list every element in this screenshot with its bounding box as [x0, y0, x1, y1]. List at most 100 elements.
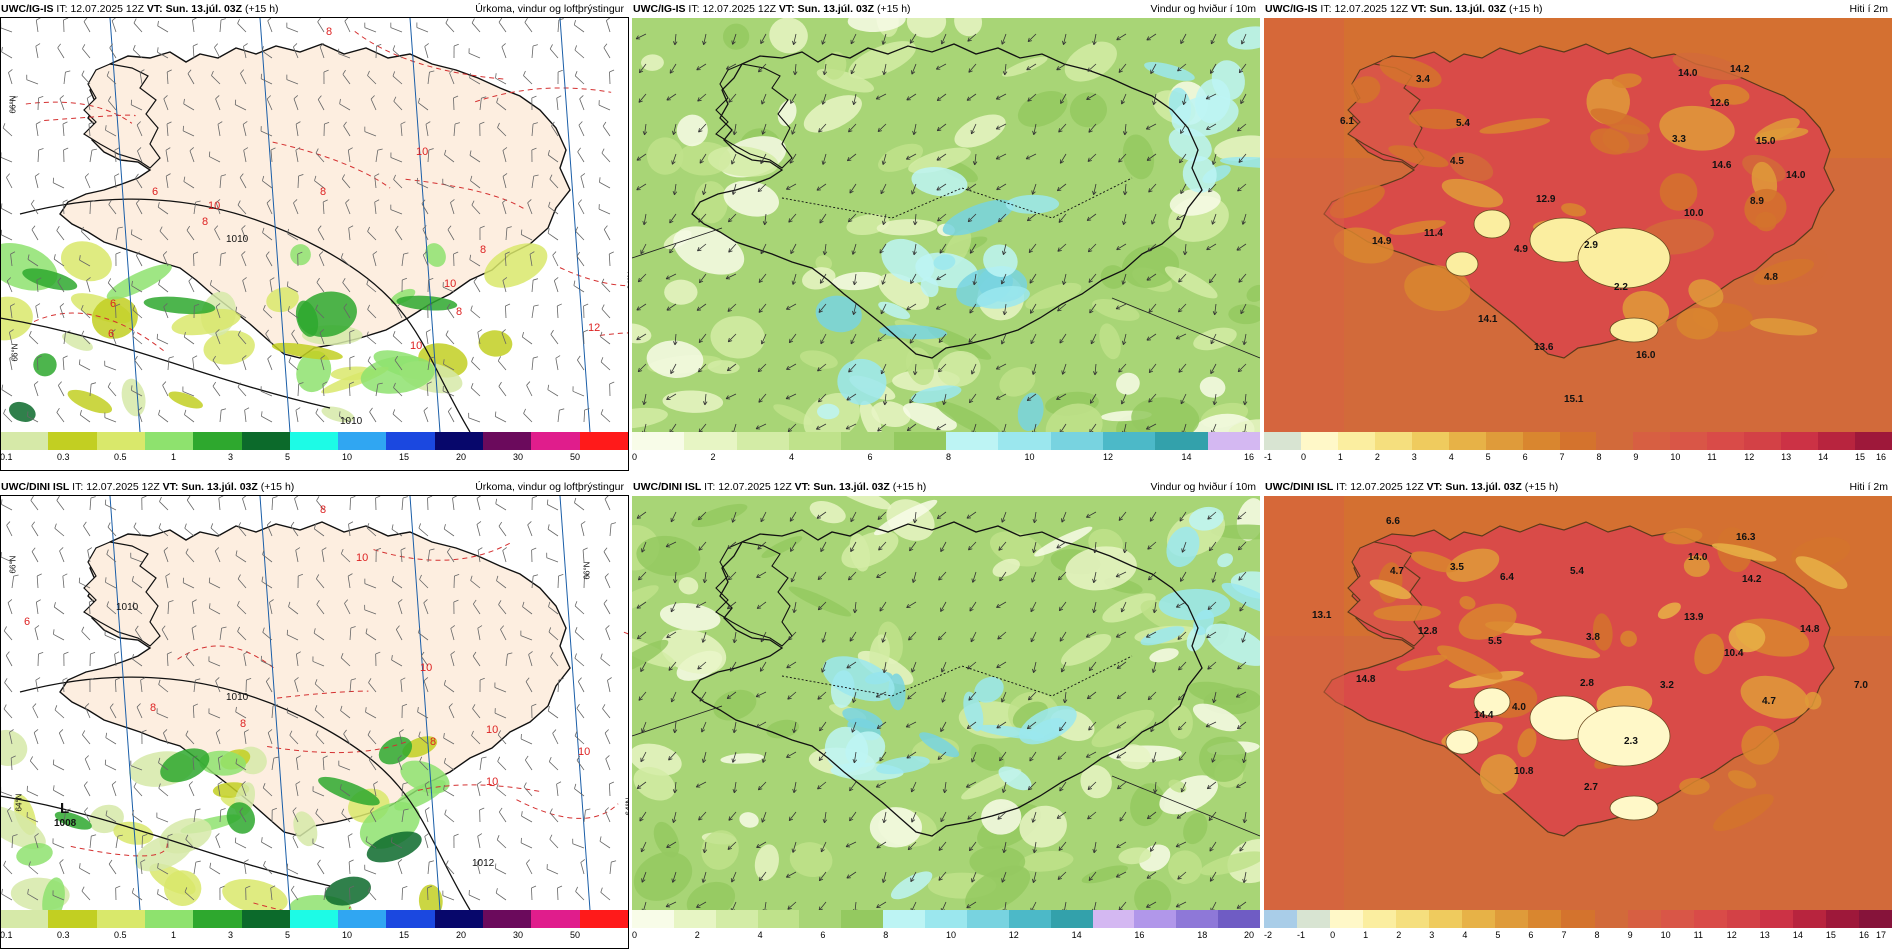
wind-barb [427, 860, 435, 875]
wind-arrow [1059, 423, 1067, 432]
wind-arrow [792, 33, 797, 45]
isobar-label: 1012 [472, 858, 495, 869]
map-area[interactable] [632, 18, 1260, 432]
map-area[interactable]: 8 10 6 10 8 10 8 10 8 10 1010 1010 1012 66°N 66°N 64°N 6… [0, 496, 628, 910]
wind-barb [418, 523, 429, 537]
wind-arrow [725, 273, 737, 280]
wind-barb [261, 576, 273, 589]
wind-barb [215, 303, 221, 319]
wind-barb [401, 808, 409, 823]
wind-barb [608, 781, 615, 797]
wind-barb [375, 44, 382, 59]
field-patch [871, 401, 911, 428]
wind-barb [496, 783, 507, 797]
wind-barb [343, 121, 351, 137]
wind-arrow [848, 123, 857, 133]
wind-barb [426, 381, 432, 397]
field-patch [1389, 220, 1446, 235]
field-patch [143, 296, 216, 315]
wind-barb [130, 229, 143, 241]
wind-barb [192, 755, 198, 771]
wind-barb [166, 651, 172, 667]
temperature-point-label: 2.9 [1584, 240, 1598, 251]
wind-barb [453, 599, 459, 615]
field-patch [636, 535, 701, 576]
wind-barb [163, 547, 169, 563]
field-patch [1219, 156, 1260, 169]
wind-arrow [1001, 33, 1007, 45]
wind-arrow [666, 393, 677, 400]
wind-barb [603, 599, 611, 615]
wind-arrow [1208, 183, 1217, 193]
wind-barb [27, 254, 39, 267]
wind-barb [286, 74, 299, 85]
wind-arrow [1147, 691, 1157, 701]
wind-arrow [846, 871, 857, 879]
scale-tick-label: 0.1 [0, 452, 13, 462]
valid-time-label: VT: [1410, 3, 1427, 15]
wind-barb [262, 783, 273, 797]
field-patch [641, 54, 664, 71]
wind-arrow [1179, 153, 1187, 164]
wind-arrow [701, 751, 707, 763]
wind-barb [531, 304, 539, 319]
model-name: UWC/IG-IS [1265, 3, 1318, 15]
wind-barb [261, 46, 273, 59]
wind-arrow [730, 153, 737, 165]
field-patch [879, 324, 948, 340]
map-area[interactable]: 6.6 16.3 14.0 4.7 3.5 6.4 5.4 14.2 13.1 12.8 14.8 5… [1264, 496, 1892, 910]
isotherm-line [267, 740, 410, 754]
field-patch [1019, 851, 1074, 872]
isotherm-label: 6 [152, 186, 159, 198]
wind-arrow [637, 363, 647, 373]
wind-arrow [971, 423, 977, 432]
wind-arrow [970, 123, 977, 135]
wind-arrow [880, 303, 887, 315]
wind-barb [366, 523, 377, 537]
wind-arrow [698, 273, 707, 284]
wind-barb [262, 175, 273, 189]
field-patch [1221, 582, 1260, 615]
wind-barb [347, 573, 353, 589]
wind-arrow [666, 631, 677, 639]
isobar-label: 1010 [226, 692, 249, 703]
wind-arrow [881, 213, 887, 225]
wind-barb [470, 175, 481, 189]
wind-arrow [1062, 901, 1067, 910]
highland-cold-area [1473, 687, 1511, 717]
scale-tick-label: 6 [867, 452, 873, 462]
wind-arrow [1057, 303, 1067, 312]
field-patch [942, 199, 1014, 236]
wind-barb [267, 18, 273, 33]
wind-arrow [1000, 333, 1007, 345]
wind-barb [316, 599, 325, 615]
wind-barb [520, 229, 533, 241]
scale-swatch [1633, 432, 1671, 450]
field-patch [1168, 850, 1202, 884]
wind-barb [37, 651, 44, 667]
wind-arrow [760, 33, 767, 44]
wind-barb [79, 410, 91, 423]
wind-barb [417, 707, 429, 719]
wind-barb [290, 885, 299, 901]
wind-arrow [1175, 601, 1187, 608]
map-area[interactable]: 3.4 14.0 14.2 6.1 5.4 12.6 3.3 15.0 4.5 14.6 14.0 1… [1264, 18, 1892, 432]
wind-barb [527, 521, 533, 537]
scale-swatch [241, 432, 291, 450]
valid-time: Sun. 13.júl. 03Z [181, 481, 258, 493]
wind-barb [163, 95, 169, 111]
temperature-point-label: 4.0 [1512, 702, 1526, 713]
isotherm-label: 8 [326, 26, 333, 38]
wind-barb [529, 251, 535, 267]
wind-arrow [911, 661, 917, 673]
wind-barb [546, 552, 559, 563]
wind-arrow [787, 901, 797, 910]
field-patch [769, 18, 808, 54]
map-area[interactable] [632, 496, 1260, 910]
temperature-point-label: 12.9 [1536, 194, 1556, 205]
wind-barb [601, 304, 611, 319]
wind-barb [245, 885, 251, 901]
wind-arrow [727, 541, 737, 550]
wind-arrow [997, 811, 1007, 820]
